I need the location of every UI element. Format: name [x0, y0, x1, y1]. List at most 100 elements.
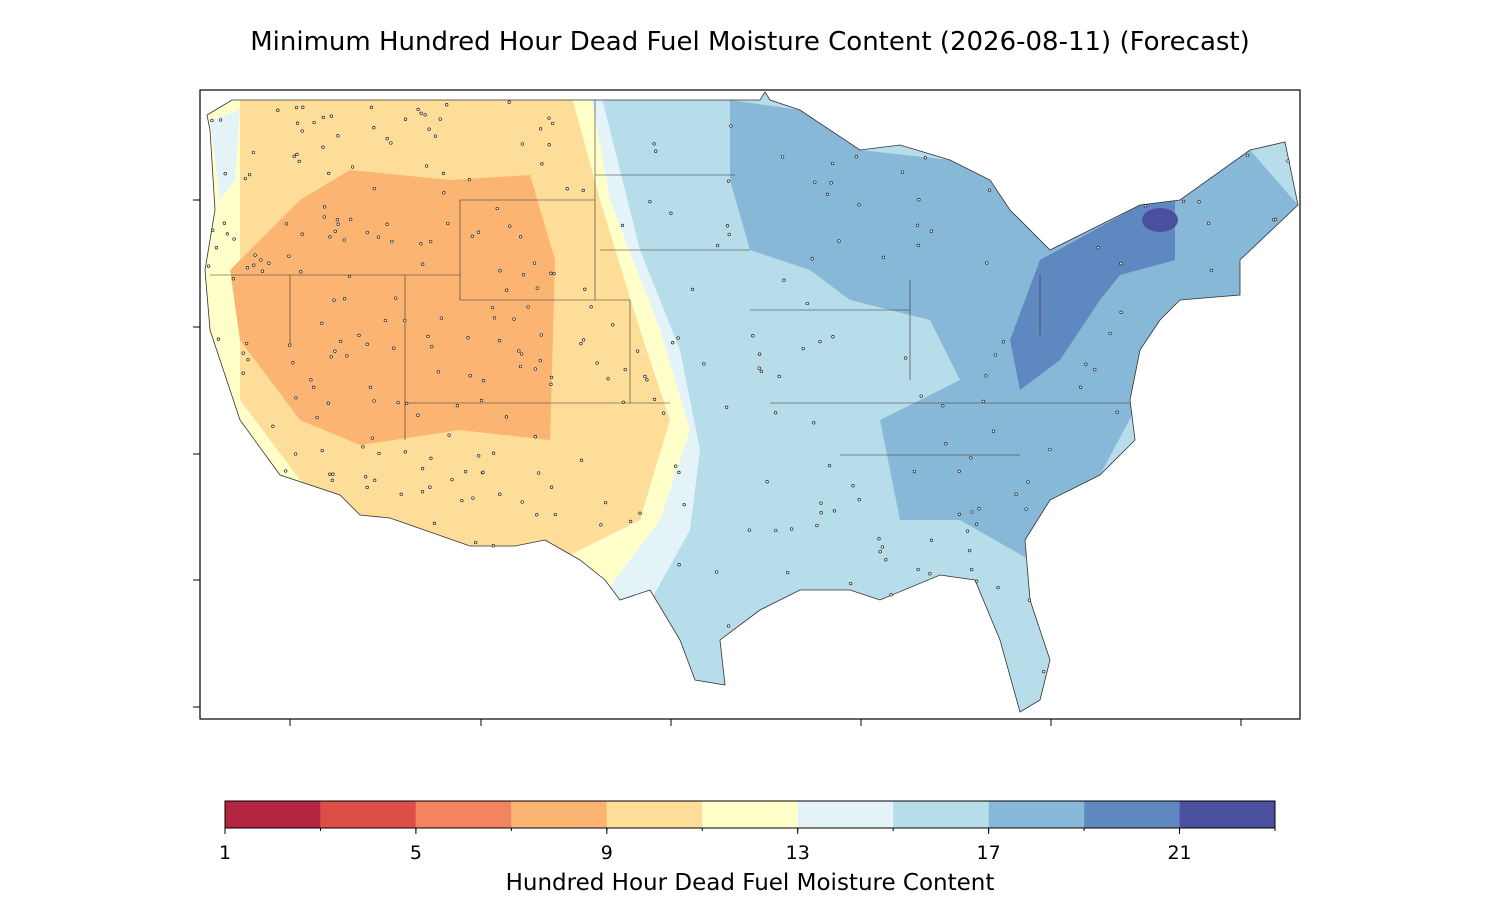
station: [430, 345, 434, 349]
station: [652, 142, 656, 146]
station: [322, 205, 327, 209]
station: [521, 273, 526, 277]
station: [565, 187, 569, 191]
station: [471, 496, 475, 500]
station: [819, 501, 823, 505]
station: [342, 297, 347, 301]
station: [1206, 221, 1211, 226]
station: [928, 572, 932, 576]
station: [357, 333, 361, 338]
station: [621, 400, 625, 404]
station: [497, 339, 502, 343]
station: [968, 548, 972, 553]
station: [977, 507, 981, 511]
station: [643, 374, 647, 379]
station: [818, 339, 822, 344]
station: [312, 120, 316, 125]
station: [253, 253, 257, 257]
station: [1001, 340, 1006, 344]
station: [326, 401, 330, 405]
colorbar-bin: [1084, 801, 1180, 828]
station: [854, 155, 858, 159]
station: [916, 567, 920, 572]
station: [436, 370, 440, 374]
station: [1084, 362, 1088, 366]
colorbar-frame: [224, 800, 1276, 829]
station: [403, 450, 407, 454]
station: [957, 469, 961, 473]
station: [603, 500, 608, 505]
station: [385, 137, 389, 141]
station: [1209, 268, 1214, 273]
station: [432, 521, 437, 526]
chart-title: Minimum Hundred Hour Dead Fuel Moisture …: [250, 27, 1250, 57]
station: [297, 159, 301, 164]
station: [727, 232, 731, 237]
station: [729, 124, 733, 128]
colorbar-label: Hundred Hour Dead Fuel Moisture Content: [506, 870, 995, 896]
station: [1024, 507, 1028, 511]
station: [1093, 367, 1097, 372]
station: [491, 544, 495, 548]
station: [757, 366, 761, 370]
station: [751, 334, 755, 338]
colorbar-bin: [893, 801, 989, 828]
station: [339, 339, 343, 344]
station: [490, 305, 495, 310]
station: [579, 458, 584, 462]
station: [1096, 246, 1100, 250]
station: [774, 528, 778, 533]
station: [477, 454, 481, 458]
station: [321, 145, 325, 149]
station: [288, 343, 292, 347]
station: [331, 472, 335, 476]
station: [599, 523, 603, 527]
colorbar-tick-label: 1: [219, 842, 231, 864]
station: [243, 176, 247, 181]
station: [520, 142, 525, 146]
station: [322, 215, 326, 219]
station: [466, 336, 470, 340]
station: [424, 164, 429, 168]
station: [420, 490, 425, 494]
station: [1143, 204, 1148, 208]
station: [759, 369, 763, 374]
station: [757, 352, 762, 356]
station: [780, 155, 785, 159]
station: [726, 624, 731, 628]
station: [540, 162, 544, 166]
station: [985, 261, 989, 265]
station: [993, 353, 998, 357]
station: [827, 463, 832, 468]
station: [535, 513, 539, 517]
station: [519, 352, 524, 356]
station: [786, 570, 790, 575]
station: [365, 342, 369, 346]
station: [944, 442, 948, 446]
station: [915, 223, 920, 227]
station: [830, 161, 835, 166]
country-outline: [204, 91, 1299, 713]
station: [674, 464, 678, 468]
colorbar-bin: [320, 801, 416, 828]
station: [518, 364, 523, 369]
station: [518, 235, 523, 239]
station: [428, 485, 432, 489]
station: [1115, 410, 1119, 414]
station: [295, 152, 299, 157]
station: [309, 378, 313, 382]
station: [206, 264, 211, 268]
station: [492, 316, 497, 320]
station: [635, 349, 640, 353]
colorbar-bin: [1179, 801, 1275, 828]
station: [372, 399, 376, 403]
station: [481, 379, 486, 383]
station: [481, 470, 485, 474]
station: [551, 121, 555, 126]
station: [984, 374, 988, 378]
station: [342, 238, 346, 242]
station: [426, 334, 430, 339]
colorbar: 1 5 9 13 17 21: [219, 800, 1276, 864]
map-fill: [205, 92, 1298, 712]
